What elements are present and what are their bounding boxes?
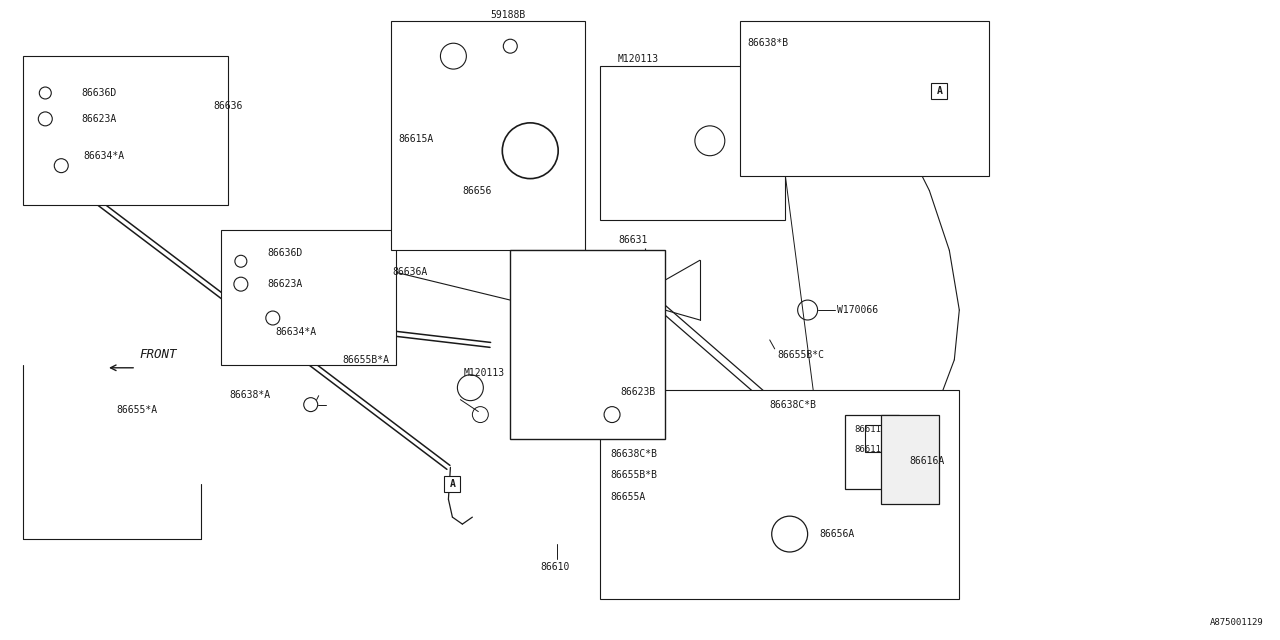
Text: 86611: 86611 xyxy=(855,445,882,454)
Text: 86634*A: 86634*A xyxy=(275,327,317,337)
Bar xyxy=(845,415,900,489)
Text: 86610: 86610 xyxy=(540,562,570,572)
Text: M120113: M120113 xyxy=(463,368,504,378)
Text: FRONT: FRONT xyxy=(140,348,177,362)
Text: 86655B*B: 86655B*B xyxy=(611,470,657,481)
Text: 86636D: 86636D xyxy=(81,88,116,98)
Text: W170066: W170066 xyxy=(837,305,878,315)
Text: 86615A: 86615A xyxy=(398,134,434,144)
Bar xyxy=(740,21,989,175)
Text: 86636A: 86636A xyxy=(393,268,428,277)
Bar xyxy=(23,56,228,205)
Text: 86638*B: 86638*B xyxy=(748,38,788,48)
Text: 86616A: 86616A xyxy=(909,456,945,467)
Text: 86623A: 86623A xyxy=(268,279,303,289)
Text: 59188B: 59188B xyxy=(490,10,526,20)
Bar xyxy=(444,476,461,492)
Text: 86655A: 86655A xyxy=(611,492,645,502)
Text: 86656: 86656 xyxy=(462,186,492,196)
Text: 86634*A: 86634*A xyxy=(83,150,124,161)
Text: 86623B: 86623B xyxy=(620,387,655,397)
Text: 86638C*B: 86638C*B xyxy=(611,449,657,460)
Bar xyxy=(511,250,664,440)
Text: 86655B*A: 86655B*A xyxy=(343,355,389,365)
Bar xyxy=(882,415,940,504)
Text: 86655*A: 86655*A xyxy=(116,404,157,415)
Text: A: A xyxy=(449,479,456,490)
Text: 86638*A: 86638*A xyxy=(229,390,270,399)
Text: 86636D: 86636D xyxy=(268,248,303,259)
Text: 86655B*C: 86655B*C xyxy=(778,350,824,360)
Bar xyxy=(600,390,959,599)
Text: 86636: 86636 xyxy=(212,101,242,111)
Text: 86623A: 86623A xyxy=(81,114,116,124)
Text: 86638C*B: 86638C*B xyxy=(769,399,817,410)
Bar xyxy=(864,424,895,452)
Text: 86656A: 86656A xyxy=(819,529,855,539)
Text: 86611: 86611 xyxy=(855,425,882,434)
Bar xyxy=(221,230,396,365)
Bar xyxy=(390,21,585,250)
Bar xyxy=(600,66,785,220)
Text: M120113: M120113 xyxy=(618,54,659,64)
Text: A: A xyxy=(937,86,942,96)
Text: 86631: 86631 xyxy=(618,236,648,245)
Text: A875001129: A875001129 xyxy=(1210,618,1263,627)
Bar xyxy=(932,83,947,99)
